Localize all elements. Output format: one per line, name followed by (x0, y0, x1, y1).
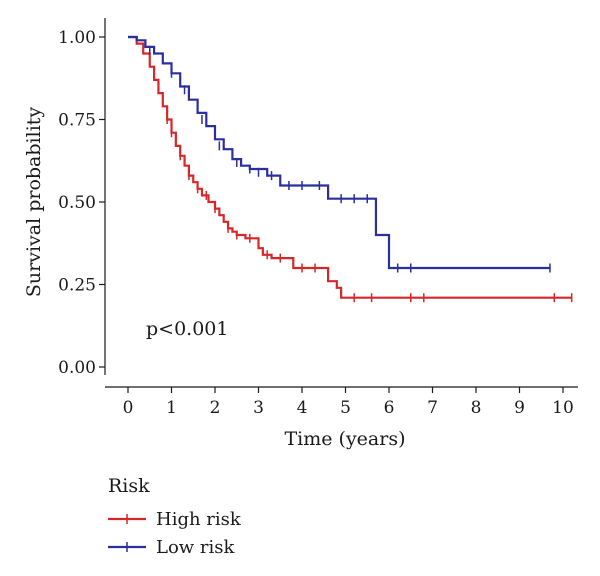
x-tick-label: 9 (514, 398, 525, 418)
series-layer (128, 35, 573, 303)
legend-entries: High risk Low risk (108, 509, 242, 558)
low-risk-curve (128, 35, 550, 270)
legend: Risk High risk Low risk (108, 475, 242, 558)
y-tick-label: 0.25 (58, 276, 96, 296)
x-tick-label: 8 (471, 398, 482, 418)
x-tick-label: 3 (253, 398, 264, 418)
legend-item-high-risk: High risk (108, 509, 242, 530)
legend-label: High risk (156, 509, 242, 530)
y-tick-label: 1.00 (58, 28, 96, 48)
x-tick-label: 4 (297, 398, 308, 418)
y-ticks: 0.00 0.25 0.50 0.75 1.00 (58, 28, 105, 378)
y-tick-label: 0.50 (58, 193, 96, 213)
x-axis-title: Time (years) (284, 428, 405, 450)
y-axis-title: Survival probability (23, 107, 45, 298)
y-tick-label: 0.75 (58, 111, 96, 131)
x-tick-label: 5 (340, 398, 351, 418)
high-risk-series (128, 35, 573, 303)
x-ticks: 0 1 2 3 4 5 6 7 8 9 10 (123, 387, 574, 418)
x-tick-label: 1 (166, 398, 177, 418)
x-tick-label: 7 (427, 398, 438, 418)
legend-item-low-risk: Low risk (108, 537, 236, 558)
x-tick-label: 6 (384, 398, 395, 418)
low-risk-series (128, 35, 551, 273)
high-risk-curve (128, 35, 572, 299)
p-value-annotation: p<0.001 (146, 318, 228, 340)
x-tick-label: 2 (210, 398, 221, 418)
legend-title: Risk (108, 475, 150, 497)
legend-label: Low risk (156, 537, 236, 558)
y-tick-label: 0.00 (58, 358, 96, 378)
x-tick-label: 10 (552, 398, 574, 418)
plot-frame (104, 18, 578, 388)
x-tick-label: 0 (123, 398, 134, 418)
